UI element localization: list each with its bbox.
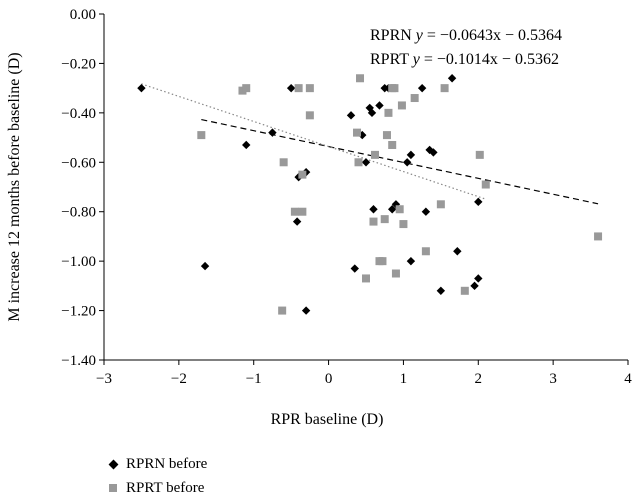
rprt-point	[410, 94, 419, 103]
legend: RPRN before RPRT before	[104, 452, 207, 500]
y-tick-label: −0.60	[61, 155, 96, 171]
rprn-point	[447, 74, 457, 83]
rprt-point	[421, 247, 430, 256]
rprt-point	[395, 205, 404, 214]
rprt-point	[397, 101, 406, 110]
rprt-point	[278, 306, 287, 315]
rprn-point	[453, 247, 462, 256]
y-tick-label: −0.80	[61, 205, 96, 221]
rprt-point	[294, 84, 303, 93]
rprn-point	[421, 207, 431, 216]
x-tick-label: 4	[624, 371, 632, 387]
legend-item-rprn: RPRN before	[104, 452, 207, 476]
x-tick-label: 3	[549, 371, 557, 387]
rprn-point	[367, 108, 377, 118]
rprt-point	[399, 220, 408, 229]
y-tick-label: 0.00	[70, 7, 96, 23]
rprt-point	[356, 74, 365, 83]
axes: 0.00−0.20−0.40−0.60−0.80−1.00−1.20−1.40−…	[61, 7, 632, 387]
rprn-point	[417, 83, 427, 93]
legend-label-rprt: RPRT before	[126, 479, 205, 496]
rprt-point	[388, 140, 397, 149]
rprn-point	[375, 101, 384, 110]
rprt-point	[436, 200, 445, 209]
rprt-point	[197, 131, 206, 140]
rprt-point	[298, 170, 307, 179]
rprt-point	[440, 84, 449, 93]
rprn-point	[436, 286, 446, 295]
rprn-point	[429, 148, 438, 157]
rprt-point	[305, 84, 314, 93]
rprt-point	[384, 108, 393, 117]
rprn-point	[388, 205, 397, 214]
rprt-point	[481, 180, 490, 189]
equation-rprn: RPRN y = −0.0643x − 0.5364	[370, 27, 562, 44]
rprt-point	[369, 217, 378, 226]
x-tick-label: −3	[96, 371, 112, 387]
x-axis-title: RPR baseline (D)	[271, 411, 384, 428]
y-tick-label: −1.00	[61, 254, 96, 270]
rprt-point	[362, 274, 370, 283]
legend-label-rprn: RPRN before	[126, 455, 208, 472]
trend-lines	[141, 83, 599, 205]
y-tick-label: −0.40	[61, 106, 96, 122]
rprn-point	[242, 140, 251, 150]
rprn-point	[292, 217, 302, 226]
rprn-point	[474, 274, 483, 283]
x-tick-label: −1	[246, 371, 262, 387]
x-tick-label: 1	[400, 371, 408, 387]
x-tick-label: −2	[171, 371, 187, 387]
rprt-point	[475, 150, 484, 159]
trend-equations: RPRN y = −0.0643x − 0.5364 RPRT y = −0.10…	[370, 27, 562, 68]
rprn-point	[137, 83, 146, 93]
rprt-point	[242, 84, 251, 93]
rprt-point	[388, 84, 397, 93]
rprn-point	[200, 261, 210, 271]
scatter-chart: 0.00−0.20−0.40−0.60−0.80−1.00−1.20−1.40−…	[6, 7, 632, 428]
trend-line-rprn	[201, 118, 599, 205]
rprn-point	[474, 197, 483, 207]
rprn-point	[470, 281, 479, 291]
rprt-point	[382, 131, 391, 140]
rprt-point	[298, 207, 307, 216]
rprn-point	[406, 150, 416, 160]
rprn-point	[268, 128, 277, 137]
rprn-point	[406, 256, 416, 266]
rprt-point	[305, 111, 314, 120]
legend-item-rprt: RPRT before	[104, 476, 207, 500]
y-axis-title: M increase 12 months before baseline (D)	[6, 52, 23, 321]
rprn-point	[365, 103, 374, 113]
trend-line-rprt	[141, 83, 486, 200]
rprt-point	[378, 257, 387, 266]
rprt-point	[353, 128, 362, 137]
rprt-point	[391, 269, 400, 278]
y-tick-label: −1.20	[61, 304, 96, 320]
rprn-point	[350, 264, 359, 273]
equation-rprt: RPRT y = −0.1014x − 0.5362	[370, 51, 559, 68]
data-points	[137, 74, 603, 315]
rprn-point	[346, 111, 356, 120]
rprn-point	[301, 306, 311, 315]
rprt-point	[594, 232, 603, 241]
rprn-point	[286, 83, 296, 93]
rprt-point	[370, 150, 379, 159]
rprn-point	[402, 158, 412, 167]
rprn-point	[369, 205, 378, 214]
x-tick-label: 2	[475, 371, 483, 387]
y-tick-label: −1.40	[61, 353, 96, 369]
rprn-point	[361, 158, 371, 167]
rprt-point	[380, 215, 389, 224]
legend-diamond-marker	[104, 459, 122, 469]
rprt-point	[279, 158, 288, 167]
rprt-point	[354, 158, 363, 167]
legend-square-marker	[104, 484, 122, 492]
rprt-point	[290, 207, 299, 216]
x-tick-label: 0	[325, 371, 333, 387]
y-tick-label: −0.20	[61, 56, 96, 72]
rprt-point	[460, 286, 469, 295]
